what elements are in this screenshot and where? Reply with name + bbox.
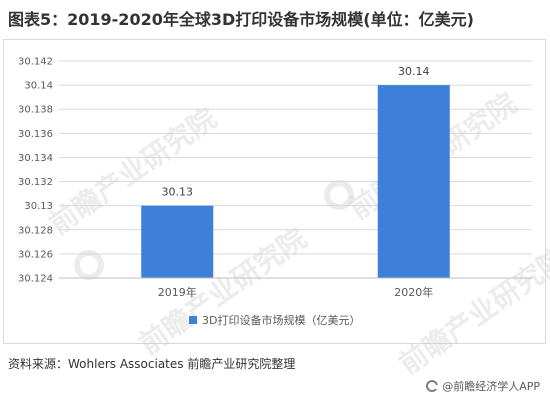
y-tick-label: 30.134 — [18, 153, 53, 164]
y-tick-label: 30.136 — [18, 129, 53, 140]
y-tick-label: 30.132 — [18, 177, 53, 188]
chart-frame: 前瞻产业研究院 前瞻产业研究院 前瞻产业研究院 前瞻产业研究院 30.12430… — [3, 39, 550, 381]
y-tick-label: 30.128 — [18, 225, 53, 236]
source-note: 资料来源：Wohlers Associates 前瞻产业研究院整理 — [8, 357, 296, 371]
brand-logo-icon — [426, 380, 439, 392]
y-tick-label: 30.14 — [24, 81, 53, 92]
y-tick-label: 30.13 — [24, 201, 53, 212]
legend: 3D打印设备市场规模（亿美元） — [189, 313, 360, 327]
legend-label: 3D打印设备市场规模（亿美元） — [202, 313, 360, 327]
legend-swatch — [189, 316, 197, 324]
y-tick-label: 30.138 — [18, 105, 53, 116]
x-axis: 2019年 2020年 — [59, 277, 532, 299]
x-tick-label: 2019年 — [158, 285, 197, 299]
bars — [141, 85, 450, 278]
brand-credit: @前瞻经济学人APP — [426, 378, 540, 394]
y-axis-ticks: 30.124 30.126 30.128 30.13 30.132 30.134 30.13… — [18, 57, 53, 285]
data-label: 30.13 — [162, 186, 194, 199]
bar — [377, 85, 450, 278]
grid-lines — [59, 60, 532, 279]
y-tick-label: 30.124 — [18, 274, 53, 285]
data-label: 30.14 — [398, 65, 430, 78]
y-tick-label: 30.142 — [18, 57, 53, 68]
x-tick-label: 2020年 — [394, 285, 433, 299]
y-tick-label: 30.126 — [18, 249, 53, 260]
data-labels: 30.13 30.14 — [162, 65, 430, 199]
brand-text: @前瞻经济学人APP — [442, 380, 540, 393]
bar-chart: 30.124 30.126 30.128 30.13 30.132 30.134 30.13… — [18, 57, 532, 327]
chart-title: 图表5：2019-2020年全球3D打印设备市场规模(单位：亿美元) — [8, 10, 474, 29]
bar — [141, 205, 214, 278]
